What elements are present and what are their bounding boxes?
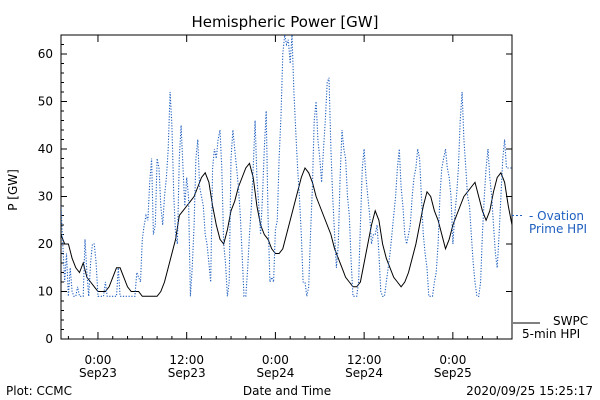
x-tick-date-2: Sep24: [256, 366, 294, 380]
y-tick-label-20: 20: [38, 237, 53, 251]
series-line-swpc: [61, 162, 512, 297]
x-tick-date-3: Sep24: [345, 366, 383, 380]
y-tick-label-50: 50: [38, 95, 53, 109]
plot-timestamp: 2020/09/25 15:25:17: [466, 384, 593, 398]
x-tick-time-4: 0:00: [439, 353, 466, 367]
legend: - Ovation Prime HPI SWPC 5-min HPI: [513, 209, 588, 341]
x-tick-time-1: 12:00: [169, 353, 204, 367]
y-tick-label-30: 30: [38, 190, 53, 204]
y-axis-label: P [GW]: [6, 169, 20, 211]
x-tick-time-2: 0:00: [262, 353, 289, 367]
legend-ovation-line2: Prime HPI: [529, 222, 587, 236]
x-axis-label: Date and Time: [243, 384, 331, 398]
legend-swpc-line2: 5-min HPI: [522, 327, 580, 341]
plot-credit: Plot: CCMC: [6, 384, 72, 398]
legend-ovation-line1: - Ovation: [529, 209, 584, 223]
series-line-ovation: [61, 35, 512, 297]
x-tick-date-0: Sep23: [79, 366, 117, 380]
legend-swpc-line1: SWPC: [553, 314, 588, 328]
chart-title: Hemispheric Power [GW]: [192, 13, 379, 31]
x-tick-time-0: 0:00: [84, 353, 111, 367]
x-tick-date-1: Sep23: [168, 366, 206, 380]
plot-frame: [60, 34, 513, 340]
plot-area: 01020304050600:00Sep2312:00Sep230:00Sep2…: [38, 34, 522, 380]
y-tick-label-10: 10: [38, 285, 53, 299]
y-tick-label-0: 0: [45, 332, 53, 346]
x-tick-time-3: 12:00: [347, 353, 382, 367]
y-tick-label-60: 60: [38, 47, 53, 61]
y-tick-label-40: 40: [38, 142, 53, 156]
x-tick-date-4: Sep25: [434, 366, 472, 380]
